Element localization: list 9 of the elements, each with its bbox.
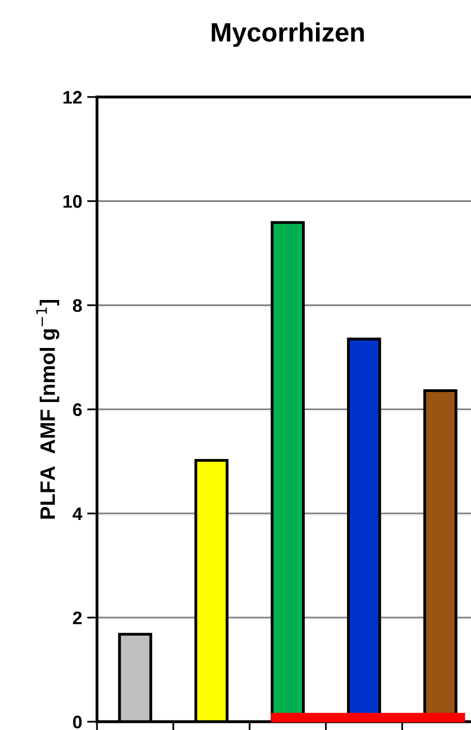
y-tick-label: 12 (63, 90, 82, 104)
y-axis-title: PLFA AMF [nmol g$^{−1}$] (36, 300, 60, 519)
y-tick-label: 4 (72, 508, 82, 520)
y-tick-label: 0 (73, 716, 82, 728)
y-tick-label: 6 (73, 403, 82, 416)
y-tick-label: 8 (72, 299, 82, 312)
chart-title: Mycorrhizen (212, 22, 364, 47)
y-tick-label: 10 (63, 195, 82, 208)
y-tick-label: 2 (73, 612, 82, 624)
